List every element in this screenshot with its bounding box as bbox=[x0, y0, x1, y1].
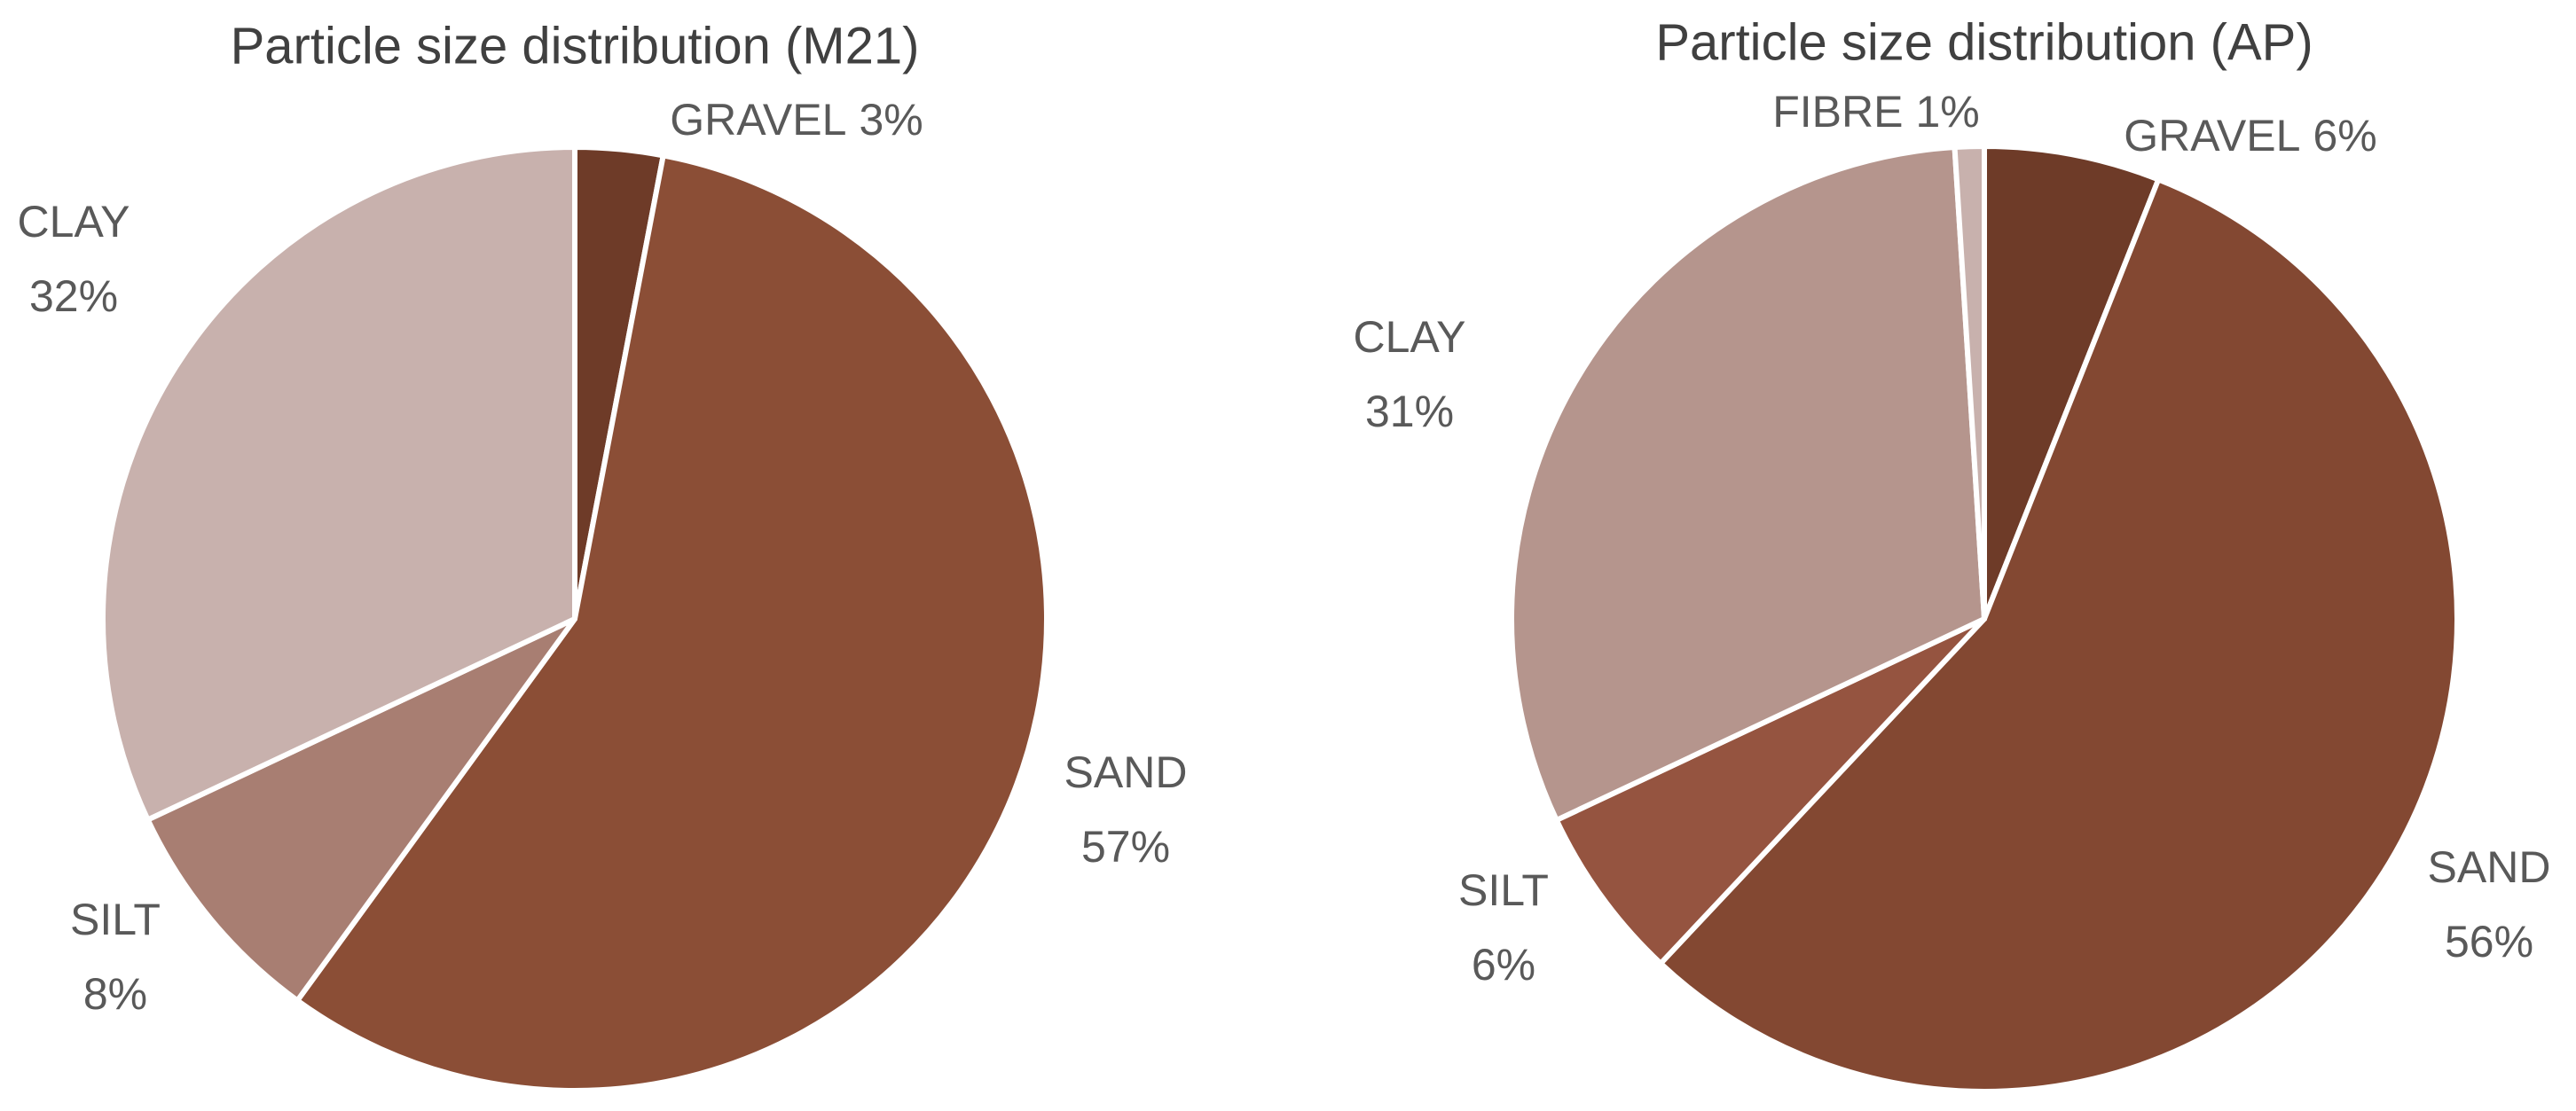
slice-value: 32% bbox=[29, 271, 118, 321]
pie-slice bbox=[1982, 144, 2162, 622]
pie-slice bbox=[295, 153, 1049, 1093]
slice-value: 3% bbox=[859, 95, 923, 145]
slice-category: GRAVEL bbox=[2124, 111, 2300, 160]
pie-slice bbox=[145, 616, 577, 1004]
slice-label: SAND 56% bbox=[2428, 842, 2551, 966]
pie-slice bbox=[100, 145, 577, 823]
pie-slice bbox=[1553, 616, 1987, 966]
chart-title: Particle size distribution (M21) bbox=[231, 17, 920, 74]
slice-label: CLAY 32% bbox=[18, 197, 130, 321]
pie-slice bbox=[1509, 145, 1987, 823]
slice-label: SILT 8% bbox=[70, 895, 161, 1019]
slice-category: SAND bbox=[1064, 747, 1188, 797]
slice-value: 6% bbox=[1472, 940, 1535, 990]
slice-label: SILT 6% bbox=[1458, 865, 1549, 990]
slice-label: FIBRE 1% bbox=[1772, 87, 1980, 137]
chart-title: Particle size distribution (AP) bbox=[1655, 13, 2313, 71]
slice-value: 57% bbox=[1081, 822, 1170, 872]
slice-category: SAND bbox=[2428, 842, 2551, 892]
slice-category: CLAY bbox=[18, 197, 130, 246]
slice-category: CLAY bbox=[1354, 312, 1466, 362]
slice-value: 6% bbox=[2313, 111, 2376, 160]
slice-category: SILT bbox=[1458, 865, 1549, 915]
pie-slice bbox=[1952, 144, 1987, 622]
slice-value: 31% bbox=[1365, 387, 1454, 436]
pie-slice bbox=[1658, 176, 2460, 1095]
slice-category: SILT bbox=[70, 895, 161, 944]
slice-label: CLAY 31% bbox=[1354, 312, 1466, 436]
slice-label: SAND 57% bbox=[1064, 747, 1188, 872]
slice-category: GRAVEL bbox=[670, 95, 846, 145]
slice-value: 8% bbox=[83, 969, 147, 1019]
slice-category: FIBRE bbox=[1772, 87, 1903, 137]
slice-label: GRAVEL 6% bbox=[2124, 111, 2376, 160]
slice-label: GRAVEL 3% bbox=[670, 95, 923, 145]
slice-value: 56% bbox=[2445, 917, 2533, 966]
slice-value: 1% bbox=[1915, 87, 1979, 137]
